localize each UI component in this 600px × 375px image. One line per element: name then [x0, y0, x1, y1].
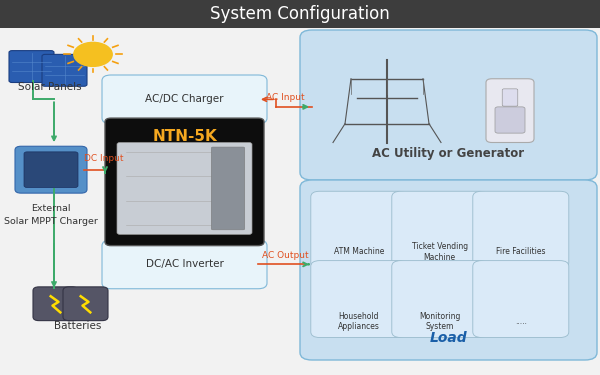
- Text: Solar MPPT Charger: Solar MPPT Charger: [4, 217, 98, 226]
- FancyBboxPatch shape: [102, 240, 267, 289]
- Text: System Configuration: System Configuration: [210, 5, 390, 23]
- FancyBboxPatch shape: [495, 107, 525, 133]
- Text: Solar Panels: Solar Panels: [18, 82, 82, 92]
- Text: Household
Appliances: Household Appliances: [338, 312, 380, 331]
- Text: AC Utility or Generator: AC Utility or Generator: [373, 147, 524, 160]
- FancyBboxPatch shape: [392, 261, 488, 338]
- FancyBboxPatch shape: [211, 147, 245, 230]
- Text: DC Input: DC Input: [84, 154, 123, 163]
- FancyBboxPatch shape: [117, 142, 252, 234]
- FancyBboxPatch shape: [33, 287, 78, 321]
- FancyBboxPatch shape: [486, 79, 534, 142]
- FancyBboxPatch shape: [473, 191, 569, 268]
- FancyBboxPatch shape: [24, 152, 78, 188]
- Text: NTN-5K: NTN-5K: [152, 129, 217, 144]
- Text: AC Output: AC Output: [262, 251, 308, 260]
- Text: ATM Machine: ATM Machine: [334, 248, 384, 256]
- FancyBboxPatch shape: [0, 0, 600, 28]
- FancyBboxPatch shape: [300, 30, 597, 180]
- Circle shape: [74, 42, 112, 66]
- FancyBboxPatch shape: [42, 54, 87, 86]
- Text: External: External: [31, 204, 71, 213]
- FancyBboxPatch shape: [63, 287, 108, 321]
- Text: AC/DC Charger: AC/DC Charger: [145, 94, 224, 104]
- FancyBboxPatch shape: [392, 191, 488, 268]
- FancyBboxPatch shape: [311, 191, 407, 268]
- Text: DC/AC Inverter: DC/AC Inverter: [146, 260, 223, 269]
- Text: Monitoring
System: Monitoring System: [419, 312, 460, 331]
- FancyBboxPatch shape: [15, 146, 87, 193]
- Text: Load: Load: [430, 331, 467, 345]
- FancyBboxPatch shape: [502, 89, 518, 106]
- Text: Batteries: Batteries: [55, 321, 101, 331]
- Text: Fire Facilities: Fire Facilities: [496, 248, 545, 256]
- FancyBboxPatch shape: [105, 118, 264, 246]
- FancyBboxPatch shape: [300, 180, 597, 360]
- FancyBboxPatch shape: [102, 75, 267, 124]
- Text: .....: .....: [515, 317, 527, 326]
- FancyBboxPatch shape: [9, 51, 54, 82]
- FancyBboxPatch shape: [473, 261, 569, 338]
- Text: AC Input: AC Input: [266, 93, 304, 102]
- Text: Ticket Vending
Machine: Ticket Vending Machine: [412, 242, 468, 262]
- FancyBboxPatch shape: [311, 261, 407, 338]
